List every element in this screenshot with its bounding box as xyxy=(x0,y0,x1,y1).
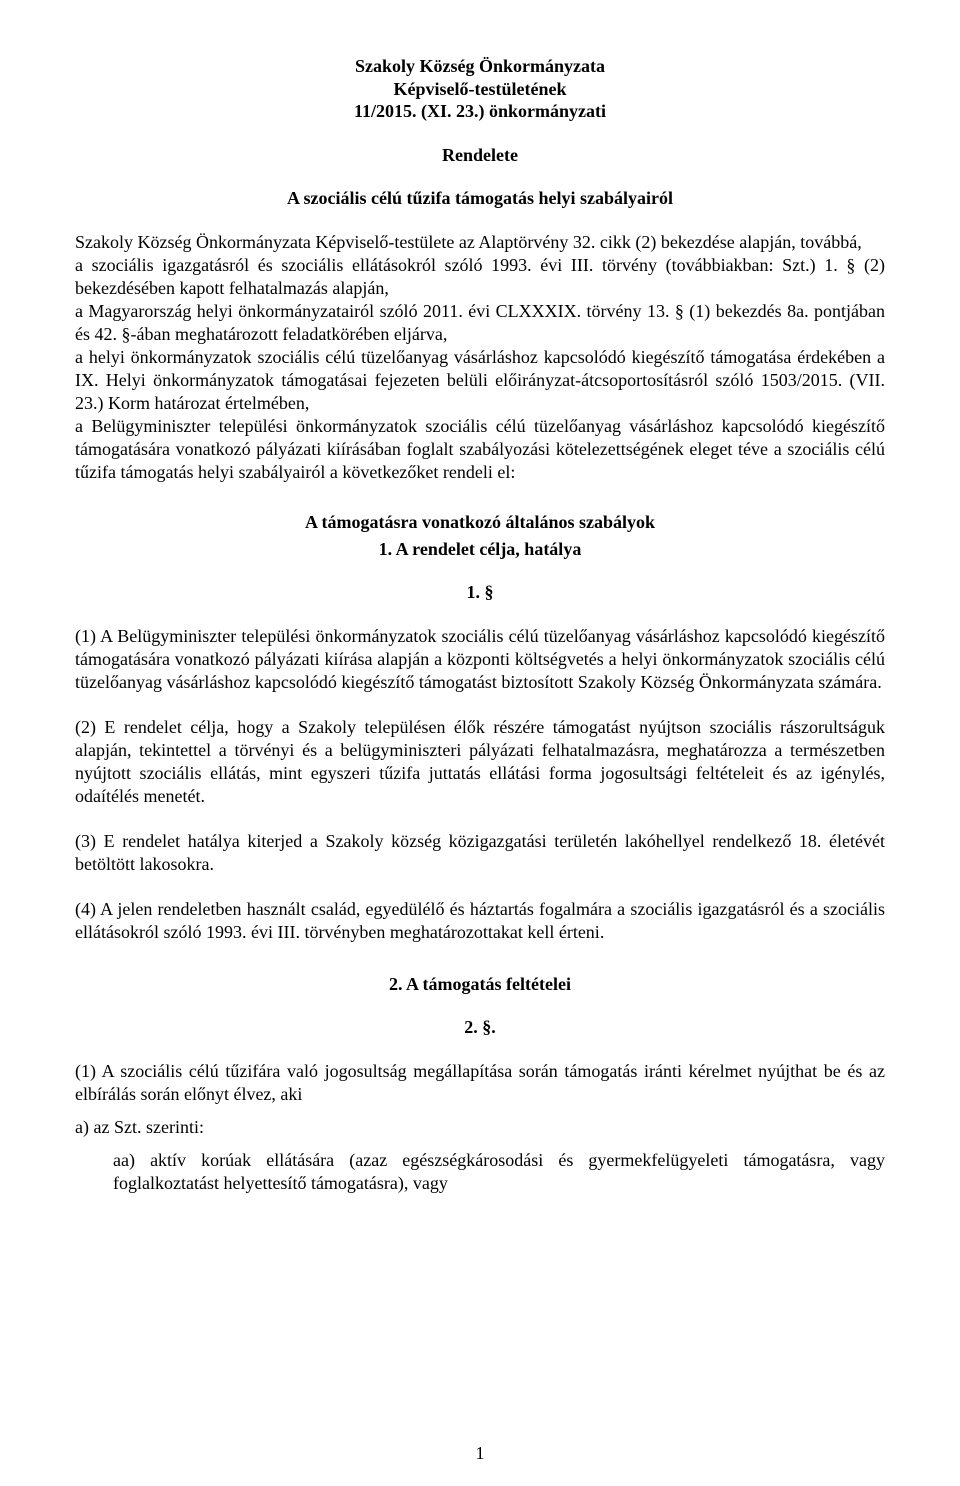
section-b-number: 2. §. xyxy=(75,1017,885,1038)
section-a-number: 1. § xyxy=(75,582,885,603)
page-number: 1 xyxy=(0,1443,960,1464)
section-b-heading: 2. A támogatás feltételei xyxy=(75,974,885,995)
preamble-text: Szakoly Község Önkormányzata Képviselő-t… xyxy=(75,231,885,484)
document-page: Szakoly Község Önkormányzata Képviselő-t… xyxy=(0,0,960,1486)
paragraph-2: (2) E rendelet célja, hogy a Szakoly tel… xyxy=(75,716,885,808)
header-line-1: Szakoly Község Önkormányzata xyxy=(75,55,885,78)
header-line-2: Képviselő-testületének xyxy=(75,78,885,101)
paragraph-1: (1) A Belügyminiszter települési önkormá… xyxy=(75,625,885,694)
document-title: A szociális célú tűzifa támogatás helyi … xyxy=(75,188,885,209)
section-a-heading-2: 1. A rendelet célja, hatálya xyxy=(75,539,885,560)
paragraph-4: (4) A jelen rendeletben használt család,… xyxy=(75,898,885,944)
header-subtitle: Rendelete xyxy=(75,145,885,166)
section-a-heading-1: A támogatásra vonatkozó általános szabál… xyxy=(75,512,885,533)
paragraph-3: (3) E rendelet hatálya kiterjed a Szakol… xyxy=(75,830,885,876)
header-line-3: 11/2015. (XI. 23.) önkormányzati xyxy=(75,100,885,123)
list-item-aa: aa) aktív korúak ellátására (azaz egészs… xyxy=(75,1149,885,1195)
paragraph-2-1-intro: (1) A szociális célú tűzifára való jogos… xyxy=(75,1060,885,1106)
list-item-a: a) az Szt. szerinti: xyxy=(75,1116,885,1139)
